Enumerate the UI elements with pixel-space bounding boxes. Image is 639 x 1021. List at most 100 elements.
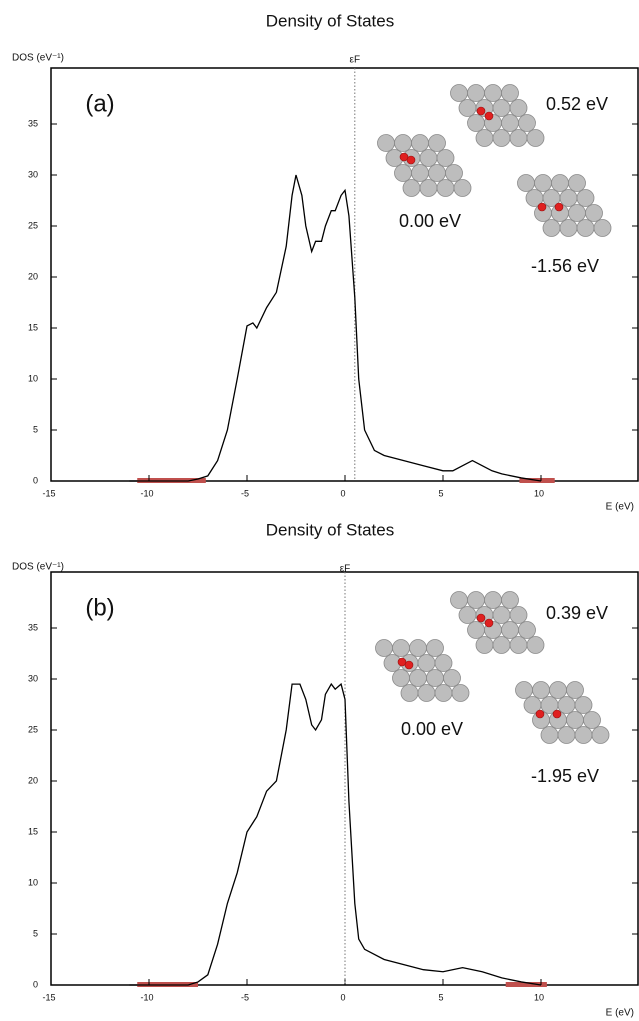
- atom: [400, 684, 419, 702]
- atom: [426, 639, 444, 657]
- atom: [559, 219, 578, 237]
- x-tick-label: 10: [534, 992, 544, 1002]
- y-tick-label: 0: [33, 475, 38, 485]
- atom: [467, 621, 485, 639]
- atom: [518, 114, 536, 132]
- x-tick-label: 0: [340, 488, 345, 498]
- y-tick-label: 30: [28, 169, 38, 179]
- atom: [377, 134, 395, 152]
- atom: [509, 606, 528, 624]
- atom: [517, 174, 535, 192]
- atom: [518, 621, 536, 639]
- atom: [559, 189, 578, 207]
- atom: [436, 149, 455, 167]
- atom: [394, 164, 412, 182]
- atom: [526, 636, 545, 654]
- energy-annotation: 0.00 eV: [399, 211, 461, 231]
- atom: [409, 669, 427, 687]
- atom: [593, 219, 612, 237]
- energy-annotation: 0.00 eV: [401, 719, 463, 739]
- atom: [566, 711, 584, 729]
- oxygen-atom: [554, 202, 564, 212]
- atom: [411, 164, 429, 182]
- x-tick-label: 0: [340, 992, 345, 1002]
- atom: [394, 134, 412, 152]
- x-tick-label: -5: [241, 488, 249, 498]
- atom: [411, 134, 429, 152]
- oxygen-atom: [484, 111, 494, 121]
- dos-line: [129, 682, 542, 986]
- atom: [417, 684, 436, 702]
- atom: [450, 84, 468, 102]
- panel-label: (b): [85, 594, 114, 621]
- atom: [540, 726, 559, 744]
- chart-title: Density of States: [266, 11, 395, 30]
- oxygen-atom: [404, 660, 414, 670]
- x-tick-label: 5: [438, 992, 443, 1002]
- x-tick-label: -15: [42, 992, 55, 1002]
- y-tick-label: 5: [33, 424, 38, 434]
- energy-annotation: 0.39 eV: [546, 603, 608, 623]
- atom: [453, 179, 472, 197]
- atom: [492, 636, 511, 654]
- atom: [467, 114, 485, 132]
- oxygen-atom: [484, 618, 494, 628]
- atom: [557, 696, 576, 714]
- atom: [526, 129, 545, 147]
- x-tick-label: -15: [42, 488, 55, 498]
- atom: [475, 636, 494, 654]
- atom: [428, 164, 446, 182]
- atom: [392, 639, 410, 657]
- highlight-range: [505, 982, 547, 987]
- atom: [557, 726, 576, 744]
- atom: [532, 681, 550, 699]
- atom: [574, 696, 593, 714]
- atom: [583, 711, 601, 729]
- atom: [534, 174, 552, 192]
- atom: [467, 84, 485, 102]
- atom: [574, 726, 593, 744]
- panel-label: (a): [85, 90, 114, 117]
- y-tick-label: 25: [28, 220, 38, 230]
- y-tick-label: 15: [28, 826, 38, 836]
- atom: [566, 681, 584, 699]
- atom: [445, 164, 463, 182]
- atom: [375, 639, 393, 657]
- atom: [475, 129, 494, 147]
- x-axis-label: E (eV): [606, 1008, 634, 1019]
- atom: [509, 129, 528, 147]
- energy-annotation: 0.52 eV: [546, 94, 608, 114]
- energy-annotation: -1.95 eV: [531, 766, 599, 786]
- atom: [417, 654, 436, 672]
- x-tick-label: 10: [534, 488, 544, 498]
- atom: [458, 606, 477, 624]
- oxygen-atom: [406, 155, 416, 165]
- oxygen-atom: [535, 709, 545, 719]
- atom: [436, 179, 455, 197]
- oxygen-atom: [537, 202, 547, 212]
- x-tick-label: -5: [241, 992, 249, 1002]
- y-axis-label: DOS (eV⁻¹): [12, 53, 64, 64]
- dos-line: [129, 174, 542, 482]
- atom: [542, 219, 561, 237]
- atom: [443, 669, 461, 687]
- atom: [467, 591, 485, 609]
- atom: [515, 681, 533, 699]
- atom: [591, 726, 610, 744]
- atom: [509, 99, 528, 117]
- x-tick-label: -10: [140, 488, 153, 498]
- atom: [434, 654, 453, 672]
- y-tick-label: 35: [28, 622, 38, 632]
- atom: [585, 204, 603, 222]
- fermi-label: εF: [350, 55, 361, 66]
- atom: [576, 219, 595, 237]
- oxygen-atom: [476, 613, 486, 623]
- y-tick-label: 10: [28, 373, 38, 383]
- atom: [434, 684, 453, 702]
- y-tick-label: 10: [28, 877, 38, 887]
- atom: [409, 639, 427, 657]
- chart-title: Density of States: [266, 520, 395, 539]
- y-tick-label: 20: [28, 775, 38, 785]
- atom: [484, 591, 502, 609]
